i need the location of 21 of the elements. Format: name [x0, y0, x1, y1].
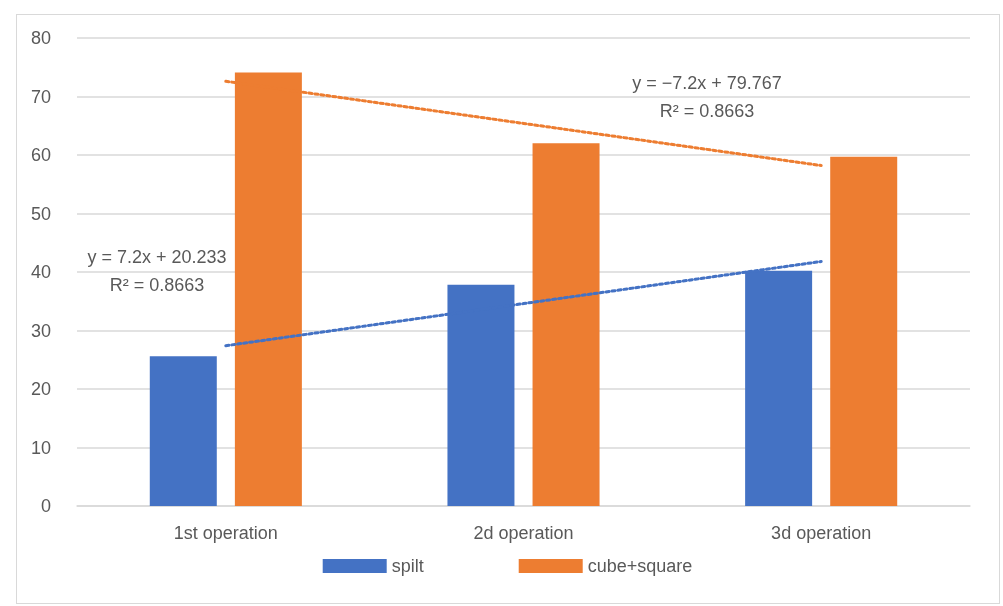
legend-label: cube+square	[587, 556, 693, 576]
y-tick-label: 80	[30, 28, 51, 48]
y-tick-label: 70	[30, 86, 51, 107]
annotation: R² = 0.8663	[659, 101, 755, 121]
y-tick-label: 30	[30, 320, 51, 341]
y-tick-label: 20	[30, 379, 51, 399]
y-tick-label: 40	[30, 262, 51, 282]
bar	[830, 156, 898, 506]
y-tick-label: 60	[30, 145, 51, 165]
x-tick-label: 3d operation	[771, 523, 872, 543]
bar	[532, 143, 600, 506]
y-tick-label: 50	[30, 203, 51, 224]
y-tick-label: 0	[40, 496, 51, 516]
bar	[149, 356, 217, 506]
annotation: y = −7.2x + 79.767	[632, 73, 782, 93]
annotation: y = 7.2x + 20.233	[87, 247, 227, 267]
x-tick-label: 1st operation	[173, 523, 278, 543]
annotation: R² = 0.8663	[109, 275, 205, 295]
x-tick-label: 2d operation	[473, 523, 574, 543]
y-tick-label: 10	[30, 437, 51, 458]
legend-label: spilt	[391, 556, 424, 576]
